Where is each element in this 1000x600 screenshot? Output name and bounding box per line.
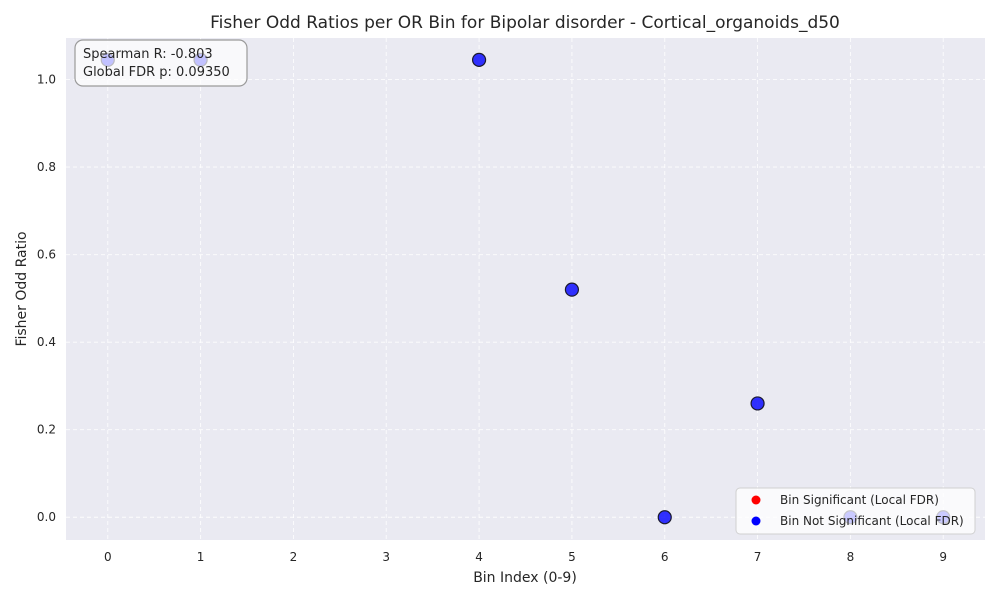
legend-label-not-significant: Bin Not Significant (Local FDR) — [780, 514, 964, 528]
plot-area — [66, 38, 985, 540]
y-tick-label: 0.4 — [37, 335, 56, 349]
data-point — [564, 282, 580, 297]
x-tick-label: 1 — [197, 550, 205, 564]
y-tick-label: 0.6 — [37, 248, 56, 262]
data-point — [471, 52, 487, 67]
stats-box: Spearman R: -0.803 Global FDR p: 0.09350 — [74, 39, 248, 87]
x-tick-label: 8 — [847, 550, 855, 564]
chart-title: Fisher Odd Ratios per OR Bin for Bipolar… — [210, 13, 840, 33]
y-axis-label: Fisher Odd Ratio — [14, 231, 30, 346]
data-point — [750, 396, 765, 411]
x-tick-label: 6 — [661, 550, 669, 564]
x-tick-label: 7 — [754, 550, 762, 564]
stats-box-frame — [74, 39, 248, 87]
legend-marker-not-significant — [751, 516, 761, 526]
y-tick-label: 0.8 — [37, 160, 56, 174]
x-tick-labels: 0 1 2 3 4 5 6 7 8 9 — [104, 550, 947, 564]
x-tick-label: 2 — [290, 550, 298, 564]
x-tick-label: 0 — [104, 550, 112, 564]
legend: Bin Significant (Local FDR) Bin Not Sign… — [735, 487, 976, 535]
x-tick-label: 3 — [382, 550, 390, 564]
x-tick-label: 9 — [939, 550, 947, 564]
legend-frame — [735, 487, 976, 535]
data-point — [657, 510, 672, 525]
legend-label-significant: Bin Significant (Local FDR) — [780, 493, 939, 507]
y-tick-label: 0.0 — [37, 510, 56, 524]
y-tick-label: 0.2 — [37, 423, 56, 437]
x-axis-label: Bin Index (0-9) — [473, 570, 577, 586]
y-tick-label: 1.0 — [37, 73, 56, 87]
stats-global-fdr: Global FDR p: 0.09350 — [83, 65, 230, 80]
x-tick-label: 5 — [568, 550, 576, 564]
x-tick-label: 4 — [475, 550, 483, 564]
stats-spearman: Spearman R: -0.803 — [83, 47, 213, 62]
legend-marker-significant — [751, 495, 761, 505]
y-tick-labels: 0.0 0.2 0.4 0.6 0.8 1.0 — [37, 73, 56, 525]
